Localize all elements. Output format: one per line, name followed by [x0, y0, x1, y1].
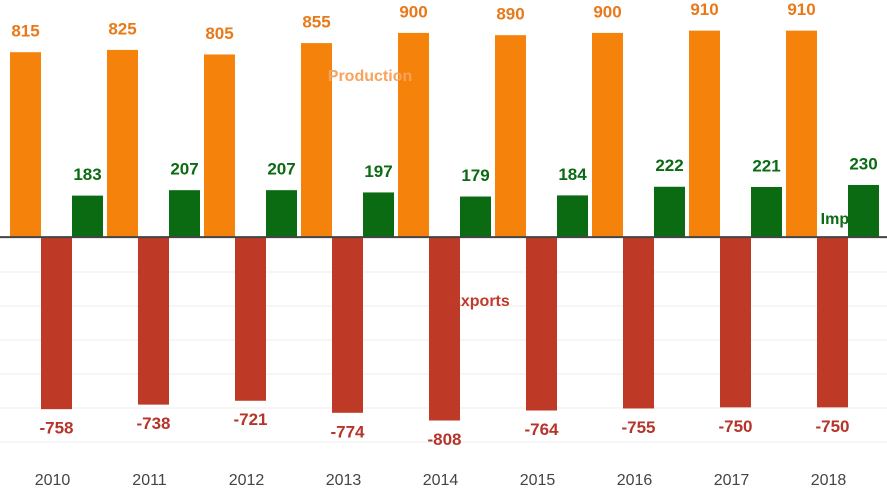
data-label: 815	[11, 22, 39, 41]
bar	[654, 186, 685, 238]
data-label: 910	[787, 0, 815, 19]
data-label: 222	[655, 156, 683, 175]
data-label: 900	[593, 2, 621, 21]
series-label: Exports	[450, 293, 510, 310]
bar	[332, 237, 363, 413]
data-label: 207	[170, 160, 198, 179]
data-label: 910	[690, 0, 718, 19]
data-label: 890	[496, 5, 524, 24]
bar	[301, 43, 332, 238]
bar	[817, 237, 848, 408]
bar	[10, 52, 41, 238]
bar	[266, 190, 297, 238]
x-tick-label: 2014	[423, 472, 459, 489]
x-tick-label: 2012	[229, 472, 265, 489]
data-label: 179	[461, 166, 489, 185]
x-tick-label: 2015	[520, 472, 556, 489]
bar	[429, 237, 460, 421]
bar	[169, 190, 200, 238]
bar	[720, 237, 751, 408]
bar	[41, 237, 72, 410]
data-label: 855	[302, 13, 330, 32]
bar	[363, 192, 394, 238]
data-label: 183	[73, 165, 101, 184]
data-label: 197	[364, 162, 392, 181]
bar	[235, 237, 266, 401]
data-label: -764	[524, 420, 559, 439]
x-tick-label: 2018	[811, 472, 847, 489]
data-label: -755	[621, 418, 655, 437]
bar	[526, 237, 557, 411]
data-label: 900	[399, 2, 427, 21]
bar	[786, 30, 817, 238]
data-label: -808	[427, 430, 461, 449]
bar	[592, 32, 623, 238]
x-tick-label: 2011	[132, 472, 167, 489]
bar	[398, 32, 429, 238]
data-label: 221	[752, 156, 780, 175]
data-label: -758	[39, 419, 73, 438]
x-tick-label: 2013	[326, 472, 362, 489]
data-label: -750	[718, 417, 752, 436]
data-label: 207	[267, 160, 295, 179]
data-label: 825	[108, 19, 136, 38]
data-label: -721	[233, 410, 267, 429]
data-label: -774	[330, 422, 365, 441]
data-label: -738	[136, 414, 170, 433]
bar	[495, 35, 526, 238]
series-label: Production	[328, 68, 412, 85]
bar	[72, 195, 103, 238]
bar	[848, 184, 879, 238]
data-label: 184	[558, 165, 587, 184]
bar	[460, 196, 491, 238]
bar	[751, 186, 782, 238]
x-tick-label: 2017	[714, 472, 750, 489]
bar	[107, 49, 138, 238]
bar	[204, 54, 235, 238]
x-tick-label: 2016	[617, 472, 653, 489]
bar	[557, 195, 588, 238]
data-label: -750	[815, 417, 849, 436]
series-label: Imports	[821, 211, 880, 228]
data-label: 805	[205, 24, 233, 43]
bar	[623, 237, 654, 409]
data-label: 230	[849, 154, 877, 173]
x-tick-label: 2010	[35, 472, 71, 489]
bar	[689, 30, 720, 238]
bar	[138, 237, 169, 405]
